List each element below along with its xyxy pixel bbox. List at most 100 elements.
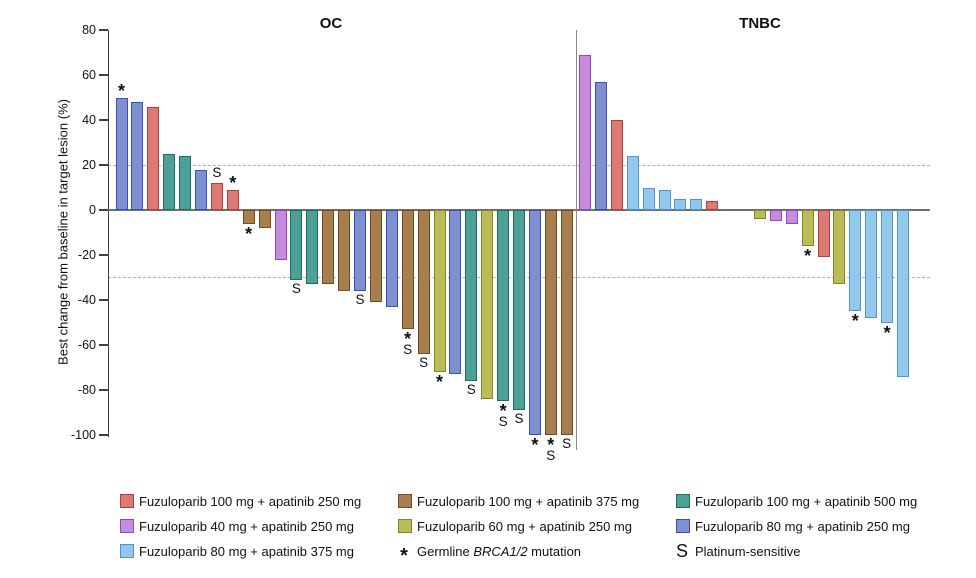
y-tick-label: 0 — [89, 203, 96, 217]
brca-mutation-mark: * — [883, 322, 891, 343]
bar-mark-tnbc-16: * — [847, 311, 863, 332]
legend-label-part: Fuzuloparib 80 mg + apatinib 250 mg — [695, 519, 910, 534]
brca-mutation-mark: * — [404, 329, 412, 350]
platinum-sensitive-mark: S — [355, 292, 365, 307]
bar-oc-12 — [290, 210, 303, 280]
legend-swatch-brown — [398, 494, 412, 508]
bar-mark-oc-1: * — [114, 80, 130, 101]
y-tick — [99, 389, 108, 391]
platinum-sensitive-mark: S — [514, 411, 524, 427]
y-tick-label: -80 — [77, 383, 96, 397]
y-axis-line — [108, 30, 110, 437]
legend-swatch-yellow — [398, 519, 412, 533]
brca-mutation-mark: * — [851, 311, 859, 332]
bar-oc-15 — [338, 210, 351, 291]
legend-label-part: BRCA1/2 — [473, 544, 528, 559]
reference-line-20 — [108, 164, 930, 166]
y-tick-label: 20 — [82, 158, 96, 172]
bar-oc-3 — [147, 106, 160, 210]
bar-mark-oc-19: * S — [400, 329, 416, 358]
bar-mark-oc-7: S — [209, 166, 225, 180]
panel-title-oc: OC — [319, 15, 343, 32]
legend-label-part: Fuzuloparib 100 mg + apatinib 250 mg — [139, 494, 362, 509]
brca-mutation-mark: * — [804, 246, 812, 266]
y-tick-label: 60 — [82, 68, 96, 82]
bar-mark-tnbc-13: * — [800, 246, 816, 266]
platinum-sensitive-mark: S — [498, 414, 508, 430]
bar-mark-oc-8: * — [225, 174, 241, 192]
platinum-sensitive-mark: S — [419, 355, 429, 370]
bar-oc-5 — [179, 156, 192, 210]
bar-oc-14 — [322, 210, 335, 285]
bar-mark-oc-20: S — [416, 356, 432, 370]
y-tick — [99, 164, 108, 166]
legend-label-part: mutation — [527, 544, 582, 559]
bar-oc-4 — [163, 153, 176, 210]
legend-label-part: Germline — [417, 544, 474, 559]
y-tick-label: 80 — [82, 23, 96, 37]
bar-oc-11 — [274, 210, 287, 260]
legend-label-blue: Fuzuloparib 80 mg + apatinib 250 mg — [695, 519, 910, 534]
legend-label-part: Fuzuloparib 100 mg + apatinib 500 mg — [695, 494, 918, 509]
bar-oc-6 — [195, 169, 207, 210]
bar-oc-21 — [433, 210, 446, 372]
bar-mark-oc-9: * — [241, 225, 257, 243]
legend-label-part: Fuzuloparib 40 mg + apatinib 250 mg — [139, 519, 354, 534]
y-tick-label: -100 — [70, 428, 96, 442]
legend-symbol-plat: S — [675, 541, 688, 561]
bar-mark-oc-27: * — [527, 435, 543, 455]
platinum-sensitive-mark: S — [562, 436, 572, 451]
brca-mutation-mark: * — [435, 372, 443, 392]
bar-oc-13 — [306, 210, 319, 285]
bar-oc-28 — [544, 210, 557, 435]
bar-mark-oc-23: S — [463, 383, 479, 397]
y-tick-label: -40 — [77, 293, 96, 307]
bar-tnbc-12 — [785, 210, 798, 224]
legend-label-part: Fuzuloparib 100 mg + apatinib 375 mg — [417, 494, 640, 509]
bar-tnbc-2 — [594, 81, 607, 210]
bar-oc-10 — [258, 210, 271, 228]
legend-swatch-blue — [676, 519, 690, 533]
y-tick — [99, 74, 108, 76]
bar-tnbc-3 — [610, 120, 623, 210]
bar-oc-1 — [115, 97, 128, 210]
bar-oc-17 — [369, 210, 382, 303]
legend-label-red: Fuzuloparib 100 mg + apatinib 250 mg — [139, 494, 361, 509]
bar-oc-8 — [226, 189, 239, 210]
bar-mark-oc-25: * S — [495, 402, 511, 430]
y-tick — [99, 344, 108, 346]
legend-label-purple: Fuzuloparib 40 mg + apatinib 250 mg — [139, 519, 354, 534]
bar-oc-27 — [528, 210, 541, 435]
bar-tnbc-8 — [690, 198, 703, 210]
legend-label-plat: Platinum-sensitive — [695, 544, 801, 559]
bar-tnbc-14 — [817, 210, 830, 258]
bar-tnbc-15 — [833, 210, 846, 285]
bar-oc-25 — [497, 210, 510, 402]
bar-tnbc-5 — [642, 187, 655, 210]
y-tick — [99, 119, 108, 121]
bar-tnbc-10 — [753, 210, 766, 219]
legend-label-part: Fuzuloparib 60 mg + apatinib 250 mg — [417, 519, 632, 534]
platinum-sensitive-mark: S — [466, 382, 476, 397]
legend-label-yellow: Fuzuloparib 60 mg + apatinib 250 mg — [417, 519, 632, 534]
y-tick-label: -20 — [77, 248, 96, 262]
brca-mutation-mark: * — [531, 435, 539, 455]
panel-divider — [576, 30, 578, 450]
bar-tnbc-18 — [881, 210, 894, 323]
bar-oc-7 — [210, 183, 223, 210]
brca-mutation-mark: * — [547, 435, 555, 455]
bar-oc-9 — [242, 210, 255, 224]
bar-tnbc-11 — [769, 210, 782, 222]
brca-mutation-mark: * — [117, 80, 125, 101]
legend-label-sky: Fuzuloparib 80 mg + apatinib 375 mg — [139, 544, 354, 559]
y-axis-label: Best change from baseline in target lesi… — [55, 99, 71, 365]
platinum-sensitive-mark: S — [212, 165, 222, 180]
legend-label-part: Fuzuloparib 80 mg + apatinib 375 mg — [139, 544, 354, 559]
legend-symbol-brca: * — [400, 545, 408, 567]
bar-mark-oc-16: S — [352, 293, 368, 307]
bar-tnbc-6 — [658, 189, 671, 210]
y-tick — [99, 29, 108, 31]
zero-baseline — [108, 209, 930, 211]
platinum-sensitive-mark: S — [403, 342, 413, 358]
bar-oc-22 — [449, 210, 462, 375]
